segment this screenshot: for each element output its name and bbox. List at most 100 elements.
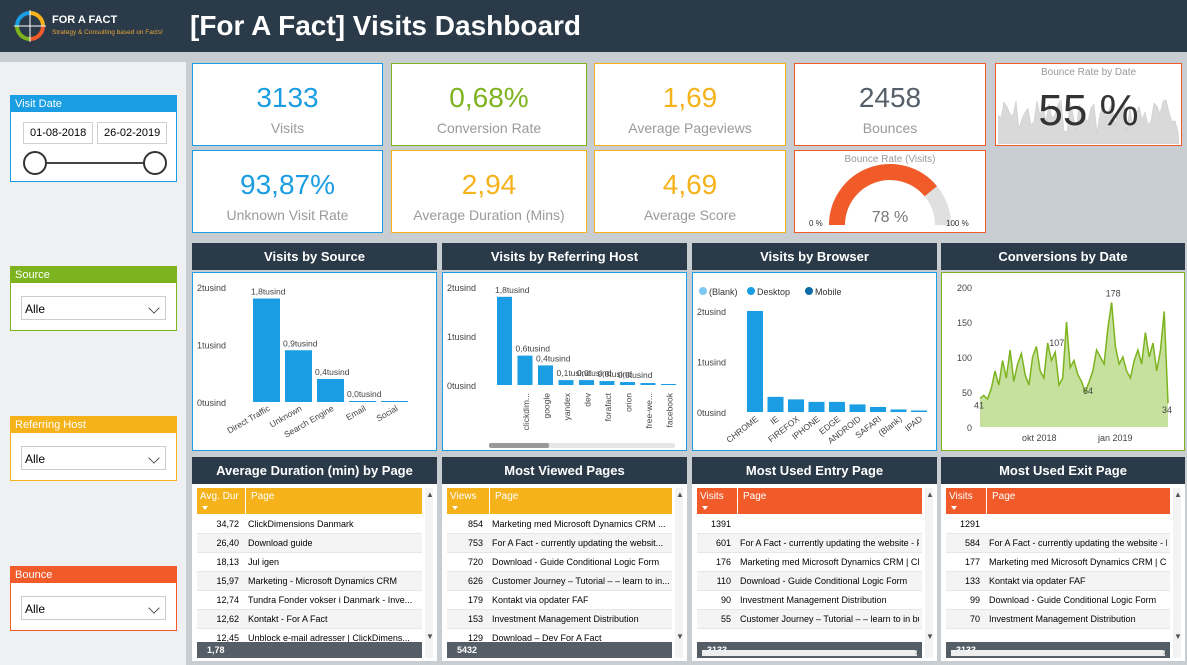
bar[interactable] (870, 406, 886, 412)
table-row[interactable]: 18,13 Jul igen (197, 553, 422, 572)
table-row[interactable]: 99 Download - Guide Conditional Logic For… (946, 591, 1170, 610)
start-date-input[interactable]: 01-08-2018 (23, 122, 94, 144)
table-row[interactable]: 153 Investment Management Distribution (447, 610, 672, 629)
horizontal-scrollbar[interactable] (951, 650, 1165, 656)
bar[interactable] (640, 383, 656, 385)
bar[interactable] (620, 382, 635, 385)
referring-host-dropdown[interactable]: Alle (21, 446, 166, 470)
table-row[interactable]: 70 Investment Management Distribution (946, 610, 1170, 629)
scroll-left-icon[interactable]: < (697, 648, 702, 657)
bar[interactable] (349, 401, 376, 402)
end-date-input[interactable]: 26-02-2019 (97, 122, 168, 144)
table-row[interactable]: 12,74 Tundra Fonder vokser i Danmark - In… (197, 591, 422, 610)
kpi-unknown-visit-rate[interactable]: 93,87% Unknown Visit Rate (192, 150, 383, 233)
start-date-handle[interactable] (23, 151, 47, 175)
sort-icon[interactable] (452, 506, 458, 510)
bar[interactable] (579, 380, 594, 385)
sort-icon[interactable] (951, 506, 957, 510)
bar[interactable] (767, 396, 784, 412)
visits-by-source-title: Visits by Source (192, 243, 437, 270)
scroll-up-icon[interactable]: ▲ (676, 490, 684, 499)
bar[interactable] (661, 384, 676, 385)
bar[interactable] (285, 350, 312, 402)
scroll-left-icon[interactable]: < (946, 648, 951, 657)
bounce-rate-by-date-card[interactable]: Bounce Rate by Date 55 % (995, 63, 1182, 146)
table-row[interactable]: 176 Marketing med Microsoft Dynamics CRM … (697, 553, 922, 572)
visits-by-browser-chart: (Blank) Desktop Mobile 2tusind 1tusind 0tusin… (697, 287, 927, 446)
column-header[interactable]: Page (495, 491, 519, 502)
area-fill (980, 302, 1168, 427)
kpi-average-duration[interactable]: 2,94 Average Duration (Mins) (391, 150, 587, 233)
kpi-bounces[interactable]: 2458 Bounces (794, 63, 986, 146)
column-header[interactable]: Views (450, 491, 477, 502)
bounce-rate-gauge-card[interactable]: Bounce Rate (Visits) 78 % 0 % 100 % (794, 150, 986, 233)
bar[interactable] (253, 298, 280, 403)
scroll-down-icon[interactable]: ▼ (676, 632, 684, 641)
table-row[interactable]: 179 Kontakt via opdater FAF (447, 591, 672, 610)
chart-scrollbar-thumb[interactable] (489, 443, 549, 448)
entry-table: Visits Page 1391 601 For A Fact - currently … (692, 484, 937, 661)
bar[interactable] (747, 311, 763, 412)
table-row[interactable]: 15,97 Marketing - Microsoft Dynamics CRM (197, 572, 422, 591)
table-row[interactable]: 626 Customer Journey – Tutorial – – learn… (447, 572, 672, 591)
table-row[interactable]: 720 Download - Guide Conditional Logic Fo… (447, 553, 672, 572)
table-row[interactable]: 584 For A Fact - currently updating the w… (946, 534, 1170, 553)
column-header[interactable]: Page (251, 491, 275, 502)
table-row[interactable]: 854 Marketing med Microsoft Dynamics CRM … (447, 515, 672, 534)
scroll-up-icon[interactable]: ▲ (426, 490, 434, 499)
scroll-down-icon[interactable]: ▼ (1174, 632, 1182, 641)
table-row[interactable]: 133 Kontakt via opdater FAF (946, 572, 1170, 591)
bar[interactable] (517, 355, 533, 385)
bar[interactable] (808, 401, 825, 412)
bar[interactable] (599, 381, 615, 385)
column-header[interactable]: Avg. Dur (200, 491, 239, 502)
bar[interactable] (558, 380, 574, 385)
table-row[interactable]: 601 For A Fact - currently updating the w… (697, 534, 922, 553)
scroll-down-icon[interactable]: ▼ (926, 632, 934, 641)
scroll-up-icon[interactable]: ▲ (1174, 490, 1182, 499)
sort-icon[interactable] (702, 506, 708, 510)
table-row[interactable]: 34,72 ClickDimensions Danmark (197, 515, 422, 534)
viewed-table-title: Most Viewed Pages (442, 457, 687, 484)
bar[interactable] (829, 401, 845, 412)
table-row[interactable]: 26,40 Download guide (197, 534, 422, 553)
bar[interactable] (890, 409, 907, 412)
kpi-conversion-rate[interactable]: 0,68% Conversion Rate (391, 63, 587, 146)
vertical-scrollbar[interactable] (925, 488, 933, 658)
table-row[interactable]: 90 Investment Management Distribution (697, 591, 922, 610)
table-row[interactable]: 12,62 Kontakt - For A Fact (197, 610, 422, 629)
horizontal-scrollbar[interactable] (702, 650, 917, 656)
bar[interactable] (497, 296, 512, 385)
column-header[interactable]: Page (992, 491, 1016, 502)
table-row[interactable]: 1391 (697, 515, 922, 534)
bar[interactable] (911, 410, 927, 412)
bar[interactable] (317, 379, 344, 402)
scroll-right-icon[interactable]: > (915, 648, 920, 657)
column-header[interactable]: Visits (949, 491, 973, 502)
vertical-scrollbar[interactable] (675, 488, 683, 658)
series-line[interactable] (979, 302, 1169, 404)
scroll-right-icon[interactable]: > (1163, 648, 1168, 657)
kpi-average-score[interactable]: 4,69 Average Score (594, 150, 786, 233)
bounce-dropdown[interactable]: Alle (21, 596, 166, 620)
table-row[interactable]: 177 Marketing med Microsoft Dynamics CRM … (946, 553, 1170, 572)
source-dropdown[interactable]: Alle (21, 296, 166, 320)
table-row[interactable]: 110 Download - Guide Conditional Logic Fo… (697, 572, 922, 591)
end-date-handle[interactable] (143, 151, 167, 175)
scroll-up-icon[interactable]: ▲ (926, 490, 934, 499)
table-row[interactable]: 753 For A Fact - currently updating the w… (447, 534, 672, 553)
table-row[interactable]: 55 Customer Journey – Tutorial – – learn … (697, 610, 922, 629)
vertical-scrollbar[interactable] (425, 488, 433, 658)
column-header[interactable]: Visits (700, 491, 724, 502)
kpi-visits[interactable]: 3133 Visits (192, 63, 383, 146)
bar[interactable] (381, 401, 408, 402)
table-row[interactable]: 1291 (946, 515, 1170, 534)
bar[interactable] (849, 404, 866, 412)
scroll-down-icon[interactable]: ▼ (426, 632, 434, 641)
column-header[interactable]: Page (743, 491, 767, 502)
kpi-average-pageviews[interactable]: 1,69 Average Pageviews (594, 63, 786, 146)
bar[interactable] (538, 365, 553, 385)
sort-icon[interactable] (202, 506, 208, 510)
bar[interactable] (788, 399, 804, 412)
vertical-scrollbar[interactable] (1173, 488, 1181, 658)
